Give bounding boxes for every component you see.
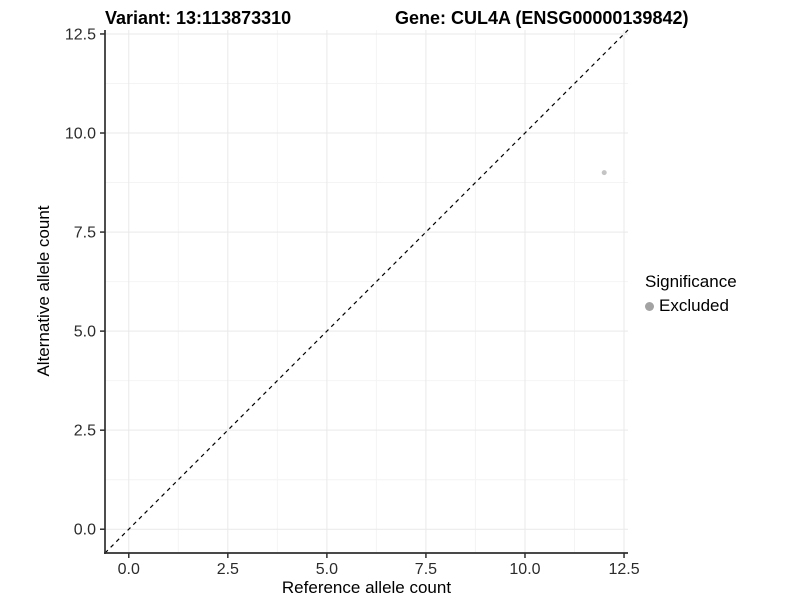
y-tick-label: 7.5 (74, 225, 96, 242)
grid-major-layer (105, 30, 628, 553)
y-tick-label: 0.0 (74, 522, 96, 539)
x-tick-label: 12.5 (608, 561, 639, 578)
tick-marks-layer (100, 33, 625, 558)
gene-title: Gene: CUL4A (ENSG00000139842) (395, 8, 689, 28)
y-tick-label: 10.0 (65, 126, 96, 143)
x-tick-label: 7.5 (415, 561, 437, 578)
legend-item-label: Excluded (659, 296, 729, 315)
tick-labels-layer: 0.0 2.5 5.0 7.5 10.0 12.5 0.0 2.5 5.0 7.5 10.0 12.5 (65, 26, 640, 578)
legend-title: Significance (645, 272, 737, 291)
x-tick-label: 5.0 (316, 561, 338, 578)
x-tick-label: 2.5 (217, 561, 239, 578)
y-tick-label: 12.5 (65, 26, 96, 43)
y-tick-label: 5.0 (74, 324, 96, 341)
legend-item-excluded: Excluded (645, 296, 737, 316)
identity-line-layer (104, 29, 629, 554)
identity-line (104, 29, 629, 554)
y-axis-title: Alternative allele count (34, 205, 53, 377)
legend-key-dot (645, 301, 654, 311)
y-tick-label: 2.5 (74, 423, 96, 440)
legend: Significance Excluded (645, 272, 737, 316)
x-tick-label: 0.0 (118, 561, 140, 578)
variant-title: Variant: 13:113873310 (105, 8, 292, 28)
axis-lines-layer (104, 30, 628, 554)
data-point (601, 170, 607, 176)
x-tick-label: 10.0 (509, 561, 540, 578)
grid-minor-layer (105, 30, 628, 553)
x-axis-title: Reference allele count (281, 578, 452, 597)
data-points-layer (601, 170, 607, 176)
